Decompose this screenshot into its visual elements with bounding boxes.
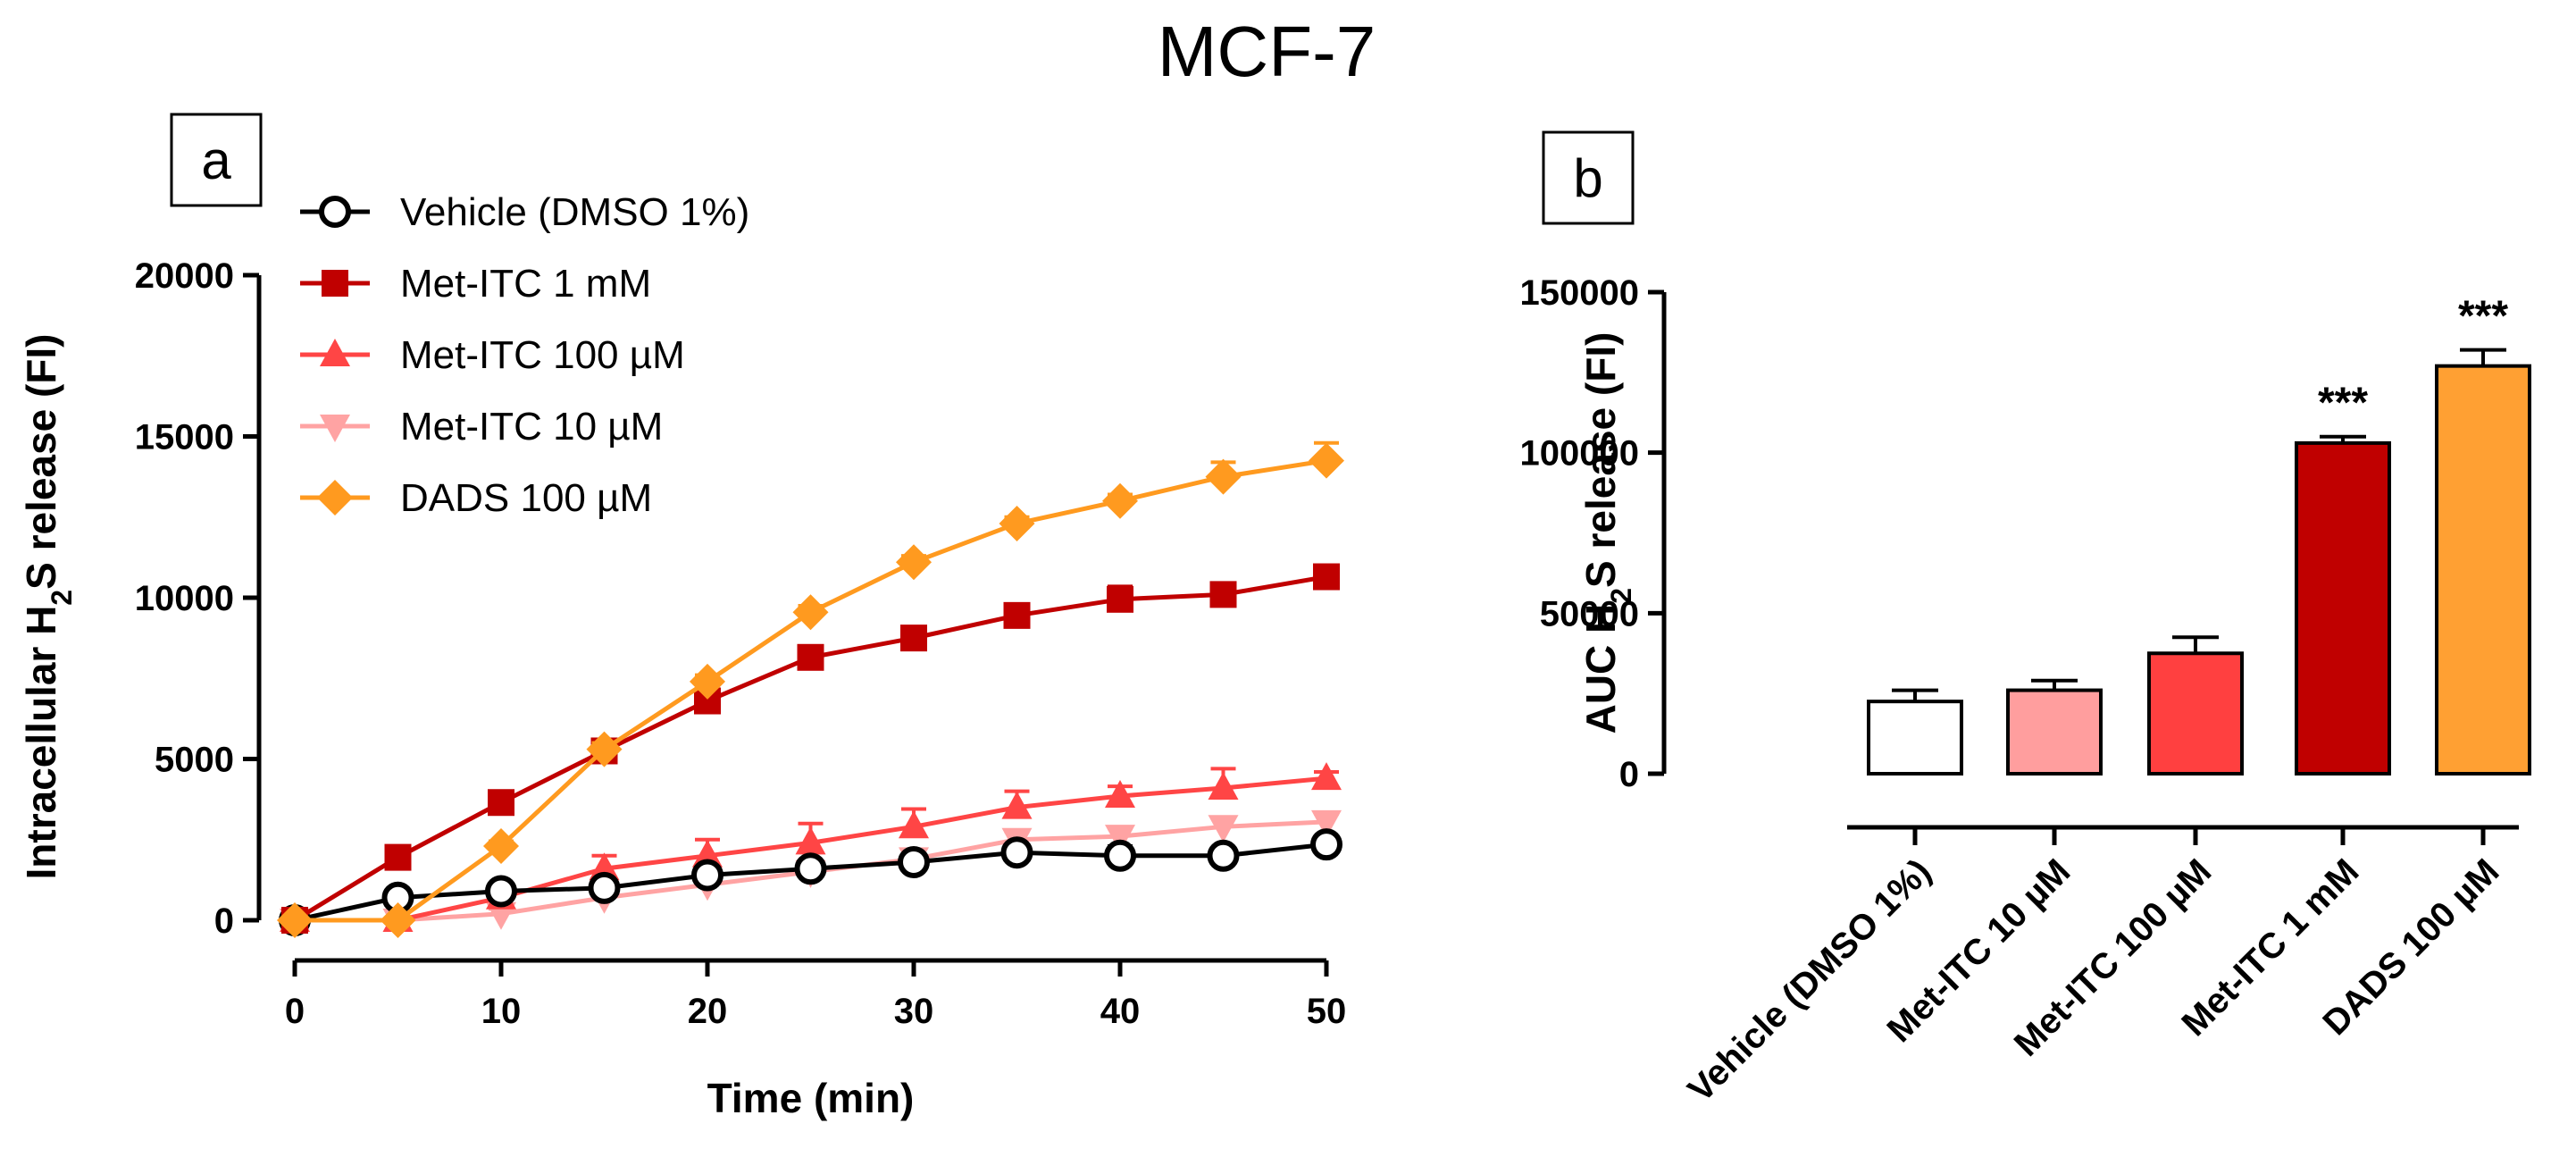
data-point — [277, 902, 313, 938]
bar-group: Vehicle (DMSO 1%) — [1680, 688, 1963, 1110]
data-point — [792, 594, 829, 631]
y-axis-title-subscript: 2 — [46, 590, 78, 606]
y-tick-label: 50000 — [1540, 594, 1639, 633]
data-point — [1003, 601, 1031, 629]
data-point — [1107, 585, 1133, 613]
panel-a-label: a — [201, 130, 231, 190]
data-point — [1208, 771, 1239, 800]
y-tick-label: 0 — [1619, 755, 1639, 794]
y-tick-label: 15000 — [135, 418, 234, 457]
y-axis-title: AUC H2S release (FI) — [1577, 332, 1637, 734]
data-point — [586, 731, 623, 767]
x-axis-title: Time (min) — [707, 1075, 915, 1121]
data-point — [899, 810, 929, 839]
data-point — [999, 505, 1035, 541]
y-tick-label: 100000 — [1520, 434, 1639, 474]
legend-label: DADS 100 µM — [400, 476, 652, 520]
y-tick-label: 0 — [214, 901, 234, 941]
panel-b-label: b — [1573, 148, 1602, 208]
x-tick-label: 10 — [481, 992, 522, 1031]
data-point — [384, 843, 412, 871]
figure-title: MCF-7 — [1158, 12, 1376, 91]
legend-label: Met-ITC 1 mM — [400, 262, 651, 306]
data-point — [380, 902, 416, 938]
data-point — [794, 852, 827, 885]
data-point — [1001, 791, 1033, 819]
legend-entry: Vehicle (DMSO 1%) — [300, 190, 749, 234]
data-point — [1102, 482, 1138, 519]
data-point — [1205, 458, 1242, 495]
panel-a-line-chart: a 0 5000 10000 15000 20000 0 10 20 30 40 50 Time (m… — [18, 113, 1347, 1121]
data-point — [691, 859, 723, 892]
data-point — [1104, 839, 1136, 872]
data-point — [1208, 815, 1239, 843]
legend-label: Met-ITC 100 µM — [400, 333, 685, 377]
legend-marker — [319, 196, 351, 228]
x-tick-label: 0 — [285, 992, 305, 1031]
series-dads-100-m — [277, 440, 1344, 938]
data-point — [690, 663, 725, 700]
data-point — [589, 852, 620, 881]
data-point — [1207, 839, 1240, 872]
legend-entry: Met-ITC 1 mM — [300, 262, 651, 306]
data-point — [692, 839, 723, 868]
data-point — [1105, 825, 1135, 853]
bar — [2435, 364, 2531, 776]
bar — [1867, 700, 1963, 776]
legend-entry: Met-ITC 10 µM — [300, 405, 663, 449]
legend-entry: Met-ITC 100 µM — [300, 333, 685, 377]
data-point — [896, 544, 932, 581]
significance-label: *** — [2458, 293, 2508, 340]
data-point — [588, 871, 621, 904]
data-point — [797, 643, 824, 671]
y-tick-label: 5000 — [155, 741, 234, 780]
legend-label: Vehicle (DMSO 1%) — [400, 190, 749, 234]
x-tick-label: 20 — [688, 992, 728, 1031]
y-axis-title-part: AUC H — [1577, 604, 1624, 734]
y-axis-title-part: S release (FI) — [1577, 332, 1624, 588]
data-point — [1313, 563, 1340, 591]
data-point — [1105, 780, 1135, 809]
x-tick-label: 40 — [1100, 992, 1141, 1031]
legend-marker — [320, 339, 350, 366]
legend-entry: DADS 100 µM — [300, 476, 652, 520]
data-point — [1209, 581, 1237, 608]
data-point — [485, 875, 517, 908]
series-met-itc-100-m — [280, 762, 1342, 932]
legend-marker — [320, 415, 350, 442]
legend-marker — [317, 480, 353, 516]
significance-label: *** — [2318, 380, 2368, 427]
data-point — [488, 789, 514, 817]
bar — [2006, 688, 2103, 776]
data-point — [1311, 762, 1342, 791]
y-axis-title: Intracellular H2S release (FI) — [18, 334, 78, 880]
y-tick-label: 10000 — [135, 579, 234, 618]
data-point — [1309, 442, 1344, 479]
x-tick-label: 30 — [894, 992, 934, 1031]
legend-label: Met-ITC 10 µM — [400, 405, 663, 449]
data-point — [900, 625, 927, 652]
panel-b-bar-chart: b 0 50000 100000 150000 AUC H2S release (FI)… — [1520, 130, 2531, 1110]
data-point — [1000, 836, 1033, 869]
legend-marker — [322, 270, 348, 297]
y-axis-title-part: Intracellular H — [18, 606, 64, 880]
y-axis-title-part: S release (FI) — [18, 334, 64, 590]
x-tick-label: Vehicle (DMSO 1%) — [1680, 851, 1938, 1110]
data-point — [1311, 809, 1342, 838]
y-tick-label: 150000 — [1520, 273, 1639, 313]
data-point — [795, 826, 826, 855]
y-axis-title-subscript: 2 — [1605, 588, 1637, 604]
bar — [2295, 440, 2391, 776]
bar — [2147, 651, 2244, 776]
panel-b-label-box — [1542, 130, 1635, 225]
data-point — [483, 827, 519, 864]
panel-a-label-box — [170, 113, 263, 207]
x-tick-label: 50 — [1307, 992, 1347, 1031]
data-point — [898, 846, 930, 879]
data-point — [1310, 828, 1342, 861]
y-tick-label: 20000 — [135, 256, 234, 296]
